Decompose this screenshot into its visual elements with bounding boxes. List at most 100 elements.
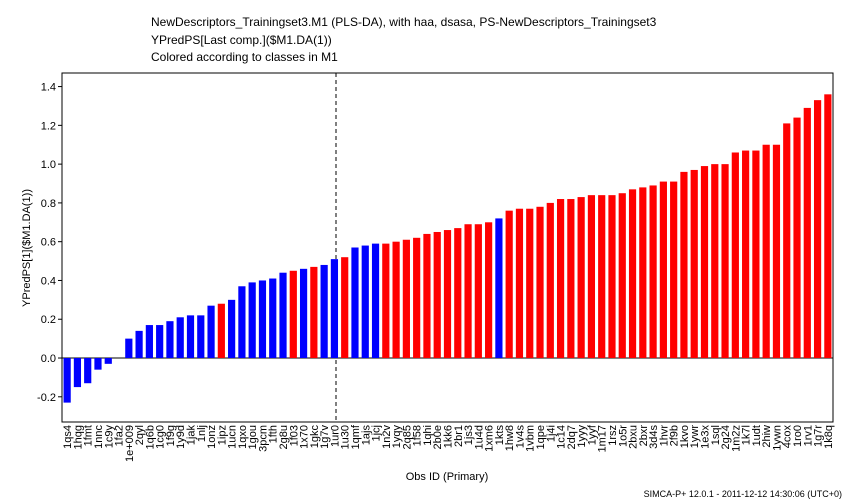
bar bbox=[618, 193, 626, 359]
bar bbox=[371, 243, 380, 359]
y-tick-label: 1.4 bbox=[41, 82, 56, 94]
bar bbox=[680, 171, 688, 359]
bar bbox=[587, 195, 596, 359]
bar bbox=[341, 257, 349, 359]
bar bbox=[423, 233, 431, 359]
x-tick-label: 1vbm bbox=[525, 425, 537, 452]
x-tick-label: 1hvr bbox=[658, 425, 670, 447]
bar bbox=[813, 100, 822, 359]
bar bbox=[670, 181, 678, 359]
chart-title: Colored according to classes in M1 bbox=[151, 50, 338, 64]
x-tick-label: 1ucn bbox=[227, 425, 239, 449]
x-tick-label: 2f9b bbox=[669, 425, 681, 446]
x-tick-label: 2hiw bbox=[761, 425, 773, 448]
bar bbox=[772, 144, 781, 359]
x-tick-label: 1rv1 bbox=[802, 425, 814, 446]
x-tick-label: 1k8q bbox=[823, 425, 835, 449]
bar bbox=[104, 358, 112, 364]
bar bbox=[567, 199, 575, 359]
x-tick-label: 1e3x bbox=[700, 425, 712, 449]
bar bbox=[125, 338, 133, 359]
x-tick-label: 1v4s bbox=[514, 425, 526, 449]
x-tick-label: 1y9d bbox=[175, 425, 187, 449]
x-tick-label: 2bxu bbox=[628, 425, 640, 449]
x-tick-label: 1onz bbox=[206, 425, 218, 449]
bar bbox=[289, 270, 297, 359]
x-tick-label: 1nlj bbox=[196, 425, 208, 442]
y-tick-label: 1.2 bbox=[41, 120, 56, 132]
bar bbox=[299, 268, 308, 359]
plot-frame bbox=[61, 72, 834, 423]
bar bbox=[330, 259, 339, 359]
x-tick-label: 2q85 bbox=[401, 425, 413, 449]
x-tick-label: 1fth bbox=[268, 425, 280, 443]
x-tick-label: 1ipz bbox=[216, 425, 228, 445]
y-tick-label: -0.2 bbox=[37, 392, 56, 404]
x-tick-label: 1q6b bbox=[144, 425, 156, 449]
bar bbox=[474, 224, 482, 359]
x-tick-label: 1jcj bbox=[371, 425, 383, 442]
bar bbox=[721, 164, 729, 359]
bar bbox=[659, 181, 667, 359]
bar bbox=[485, 222, 493, 359]
x-tick-label: 1yyf bbox=[586, 424, 598, 445]
bar bbox=[320, 264, 328, 359]
x-tick-label: 1f9g bbox=[165, 425, 177, 446]
x-tick-label: 1ajs bbox=[360, 425, 372, 446]
bar bbox=[310, 266, 318, 359]
x-tick-label: 3pcm bbox=[257, 425, 269, 452]
bar bbox=[351, 247, 359, 359]
bar bbox=[145, 325, 153, 359]
x-tick-label: 1hw8 bbox=[504, 425, 516, 451]
x-tick-label: 1qmf bbox=[350, 424, 362, 449]
x-tick-label: 1nnc bbox=[93, 425, 105, 449]
bar bbox=[608, 195, 616, 359]
x-tick-label: 1k7l bbox=[741, 425, 753, 445]
x-tick-label: 1g7r bbox=[813, 425, 825, 447]
x-tick-label: 1gkc bbox=[309, 425, 321, 449]
bar bbox=[248, 282, 256, 359]
bar bbox=[628, 189, 637, 359]
y-tick-label: 0.0 bbox=[41, 353, 56, 365]
x-tick-label: 1f03 bbox=[288, 425, 300, 446]
y-axis-label: YPredPS[1]($M1.DA(1)) bbox=[21, 189, 33, 307]
bar bbox=[783, 123, 791, 359]
bar bbox=[186, 315, 195, 359]
x-tick-label: 1kk6 bbox=[443, 425, 455, 448]
bar bbox=[546, 202, 554, 359]
bar bbox=[731, 152, 739, 359]
x-axis-label: Obs ID (Primary) bbox=[406, 471, 489, 483]
bar bbox=[382, 243, 390, 359]
y-tick-label: 0.6 bbox=[41, 237, 56, 249]
x-tick-label: 1fa2 bbox=[114, 425, 126, 446]
bar bbox=[700, 166, 709, 359]
x-tick-label: 1cg0 bbox=[155, 425, 167, 449]
bar bbox=[413, 237, 421, 359]
x-tick-label: 1gou bbox=[247, 425, 259, 449]
x-tick-label: 1kvo bbox=[679, 425, 691, 448]
bar bbox=[690, 169, 698, 359]
bar bbox=[464, 224, 472, 359]
bar bbox=[577, 197, 585, 359]
bar bbox=[402, 239, 410, 359]
x-tick-label: 3d4s bbox=[648, 425, 660, 449]
bar bbox=[515, 208, 524, 359]
bar bbox=[433, 231, 441, 359]
bar bbox=[742, 150, 750, 359]
x-tick-label: 2qyl bbox=[134, 425, 146, 445]
bar bbox=[803, 107, 811, 359]
x-tick-label: 1udt bbox=[751, 425, 763, 446]
x-tick-label: 1j4i bbox=[545, 425, 557, 442]
x-tick-label: 1kts bbox=[494, 425, 506, 446]
x-tick-label: 1ywr bbox=[689, 425, 701, 449]
chart-title: NewDescriptors_Trainingset3.M1 (PLS-DA),… bbox=[151, 15, 657, 29]
x-tick-label: 1u4d bbox=[473, 425, 485, 449]
x-tick-label: 1rsz bbox=[607, 425, 619, 446]
x-tick-label: 1yqy bbox=[391, 425, 403, 449]
bar bbox=[176, 317, 184, 359]
x-tick-label: 2br1 bbox=[453, 425, 465, 447]
bar bbox=[392, 241, 400, 359]
x-tick-label: 1yyy bbox=[576, 425, 588, 448]
